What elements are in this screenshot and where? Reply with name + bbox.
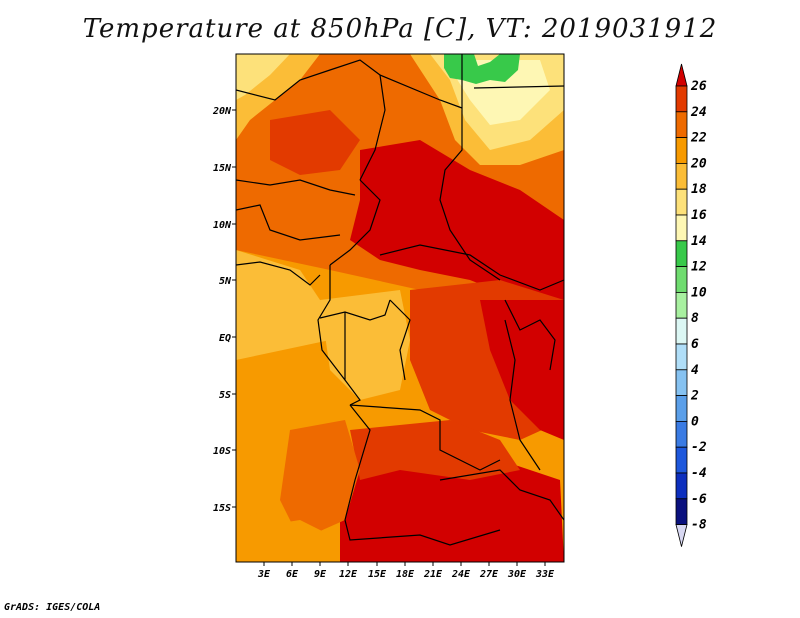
colorbar-bin [675, 188, 688, 216]
colorbar-label: 10 [691, 285, 707, 300]
longitude-ticks [263, 562, 546, 566]
colorbar-label: 6 [691, 337, 699, 352]
colorbar-bin [675, 343, 688, 371]
colorbar-bin [675, 291, 688, 319]
colorbar-label: 12 [691, 260, 707, 275]
colorbar-label: 0 [691, 414, 699, 429]
lon-label-12e: 12E [339, 569, 358, 580]
colorbar-label: 24 [690, 105, 707, 120]
colorbar-bottom-triangle [675, 524, 688, 547]
colorbar-label: 20 [690, 156, 707, 171]
colorbar-bin [675, 395, 688, 422]
lon-label-21e: 21E [423, 569, 443, 580]
lat-label-10n: 10N [213, 220, 232, 231]
colorbar-label: 4 [691, 363, 699, 378]
lon-label-33e: 33E [535, 569, 555, 580]
lat-label-10s: 10S [213, 446, 231, 457]
lon-label-30e: 30E [507, 569, 527, 580]
country-boundaries [236, 54, 564, 546]
colorbar-label: -4 [691, 466, 707, 481]
lon-label-3e: 3E [257, 569, 271, 580]
lon-label-18e: 18E [396, 569, 415, 580]
longitude-labels: 3E 6E 9E 12E 15E 18E 21E 24E 27E 30E 33E [257, 569, 555, 580]
colorbar-label: -2 [691, 440, 707, 455]
latitude-ticks [232, 109, 236, 508]
colorbar-bin [675, 240, 688, 268]
map-title: Temperature at 850hPa [C], VT: 201903191… [82, 14, 718, 44]
lon-label-15e: 15E [368, 569, 387, 580]
colorbar-label: -6 [691, 492, 707, 507]
colorbar-label: 8 [691, 311, 699, 326]
lon-label-6e: 6E [286, 569, 299, 580]
colorbar-bin [675, 420, 688, 448]
colorbar-bin [675, 111, 688, 139]
colorbar-label: 14 [691, 234, 707, 249]
colorbar-bin [675, 266, 688, 293]
colorbar-bin [675, 446, 688, 474]
colorbar-bin [675, 472, 688, 500]
lat-label-15n: 15N [213, 163, 232, 174]
colorbar-bin [675, 162, 688, 190]
colorbar-bin [675, 85, 688, 113]
colorbar-bin [675, 137, 688, 164]
lon-label-27e: 27E [479, 569, 499, 580]
lon-label-24e: 24E [451, 569, 471, 580]
latitude-labels: 20N 15N 10N 5N EQ 5S 10S 15S [212, 106, 232, 514]
colorbar-label: -8 [691, 518, 707, 533]
lat-label-20n: 20N [212, 106, 232, 117]
colorbar-top-triangle [675, 63, 688, 87]
lat-label-5s: 5S [219, 390, 231, 401]
colorbar-bin [675, 498, 688, 525]
lat-label-5n: 5N [219, 276, 232, 287]
lat-label-15s: 15S [213, 503, 231, 514]
colorbar-label: 16 [691, 208, 707, 223]
colorbar-label: 22 [690, 131, 707, 146]
colorbar-bin [675, 214, 688, 242]
temperature-field [236, 54, 564, 562]
lon-label-9e: 9E [314, 569, 327, 580]
colorbar-bin [675, 317, 688, 345]
colorbar-label: 26 [690, 79, 707, 94]
grads-credit: GrADS: IGES/COLA [4, 602, 101, 613]
colorbar-label: 18 [691, 182, 707, 197]
map-frame [235, 53, 565, 563]
colorbar-label: 2 [690, 389, 699, 404]
colorbar-bin [675, 369, 688, 396]
lat-label-eq: EQ [219, 333, 231, 344]
